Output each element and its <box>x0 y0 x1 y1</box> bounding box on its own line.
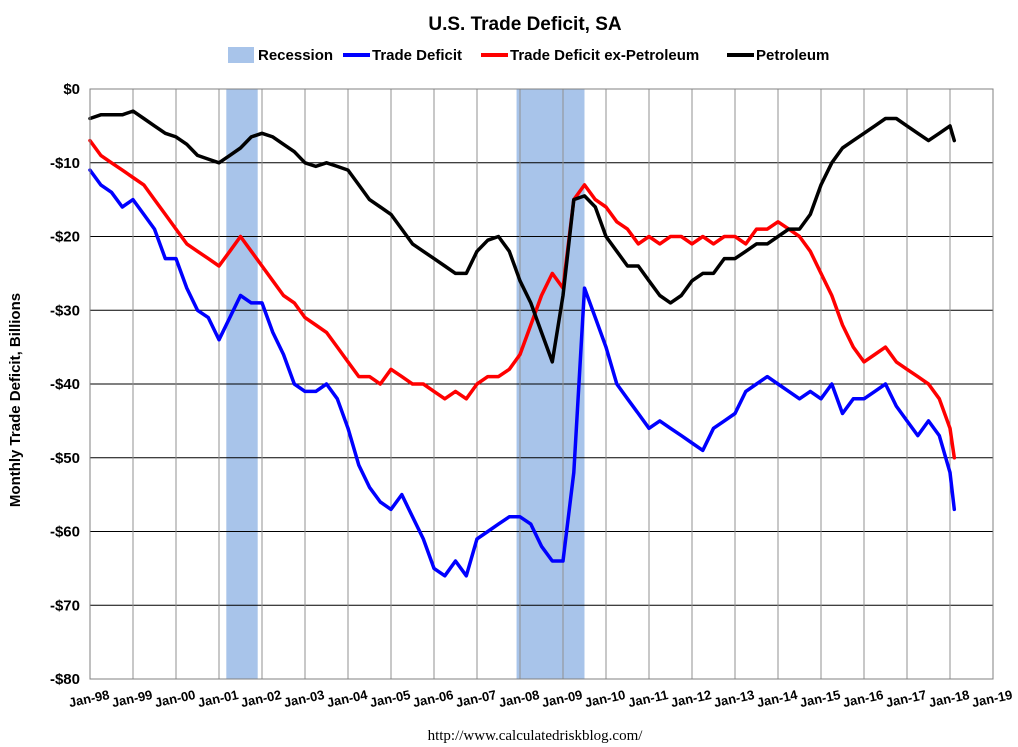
plot-area-border <box>89 88 994 680</box>
y-tick-label: $0 <box>63 81 80 98</box>
x-tick-label: Jan-04 <box>325 687 369 710</box>
y-tick-label: -$50 <box>50 450 80 467</box>
legend-label-petroleum: Petroleum <box>756 47 829 64</box>
source-url: http://www.calculatedriskblog.com/ <box>428 728 644 744</box>
x-tick-label: Jan-10 <box>583 687 626 710</box>
x-tick-label: Jan-98 <box>67 687 110 710</box>
y-tick-label: -$40 <box>50 376 80 393</box>
legend-swatch-recession <box>228 47 254 63</box>
x-tick-label: Jan-16 <box>841 687 884 710</box>
y-tick-label: -$30 <box>50 302 80 319</box>
x-tick-label: Jan-03 <box>282 687 325 710</box>
y-axis-label: Monthly Trade Deficit, Billions <box>7 293 24 507</box>
x-tick-label: Jan-02 <box>239 687 282 710</box>
x-tick-label: Jan-05 <box>368 687 411 710</box>
series-line-trade-deficit-ex-petroleum <box>88 138 957 460</box>
x-tick-label: Jan-19 <box>970 687 1013 710</box>
legend-label-trade-deficit: Trade Deficit <box>372 47 462 64</box>
x-tick-label: Jan-09 <box>540 687 583 710</box>
y-tick-label: -$20 <box>50 229 80 246</box>
legend-label-recession: Recession <box>258 47 333 64</box>
chart-title: U.S. Trade Deficit, SA <box>428 14 621 35</box>
x-tick-label: Jan-13 <box>712 687 755 710</box>
x-tick-label: Jan-06 <box>411 687 454 710</box>
x-tick-label: Jan-00 <box>153 687 196 710</box>
x-tick-label: Jan-11 <box>627 687 670 710</box>
y-tick-label: -$60 <box>50 524 80 541</box>
x-tick-label: Jan-08 <box>497 687 540 710</box>
x-tick-label: Jan-17 <box>884 687 927 710</box>
series-line-trade-deficit <box>88 168 957 578</box>
x-tick-label: Jan-07 <box>454 687 497 710</box>
y-tick-label: -$10 <box>50 155 80 172</box>
x-tick-label: Jan-15 <box>798 687 841 710</box>
x-tick-label: Jan-12 <box>669 687 712 710</box>
y-tick-label: -$80 <box>50 671 80 688</box>
x-tick-label: Jan-14 <box>755 687 799 710</box>
series-line-petroleum <box>88 109 957 364</box>
legend: Recession Trade Deficit Trade Deficit ex… <box>228 47 829 64</box>
y-tick-label: -$70 <box>50 597 80 614</box>
x-tick-label: Jan-18 <box>927 687 970 710</box>
x-tick-label: Jan-99 <box>110 687 153 710</box>
legend-label-trade-deficit-ex-petroleum: Trade Deficit ex-Petroleum <box>510 47 699 64</box>
x-tick-label: Jan-01 <box>196 687 239 710</box>
